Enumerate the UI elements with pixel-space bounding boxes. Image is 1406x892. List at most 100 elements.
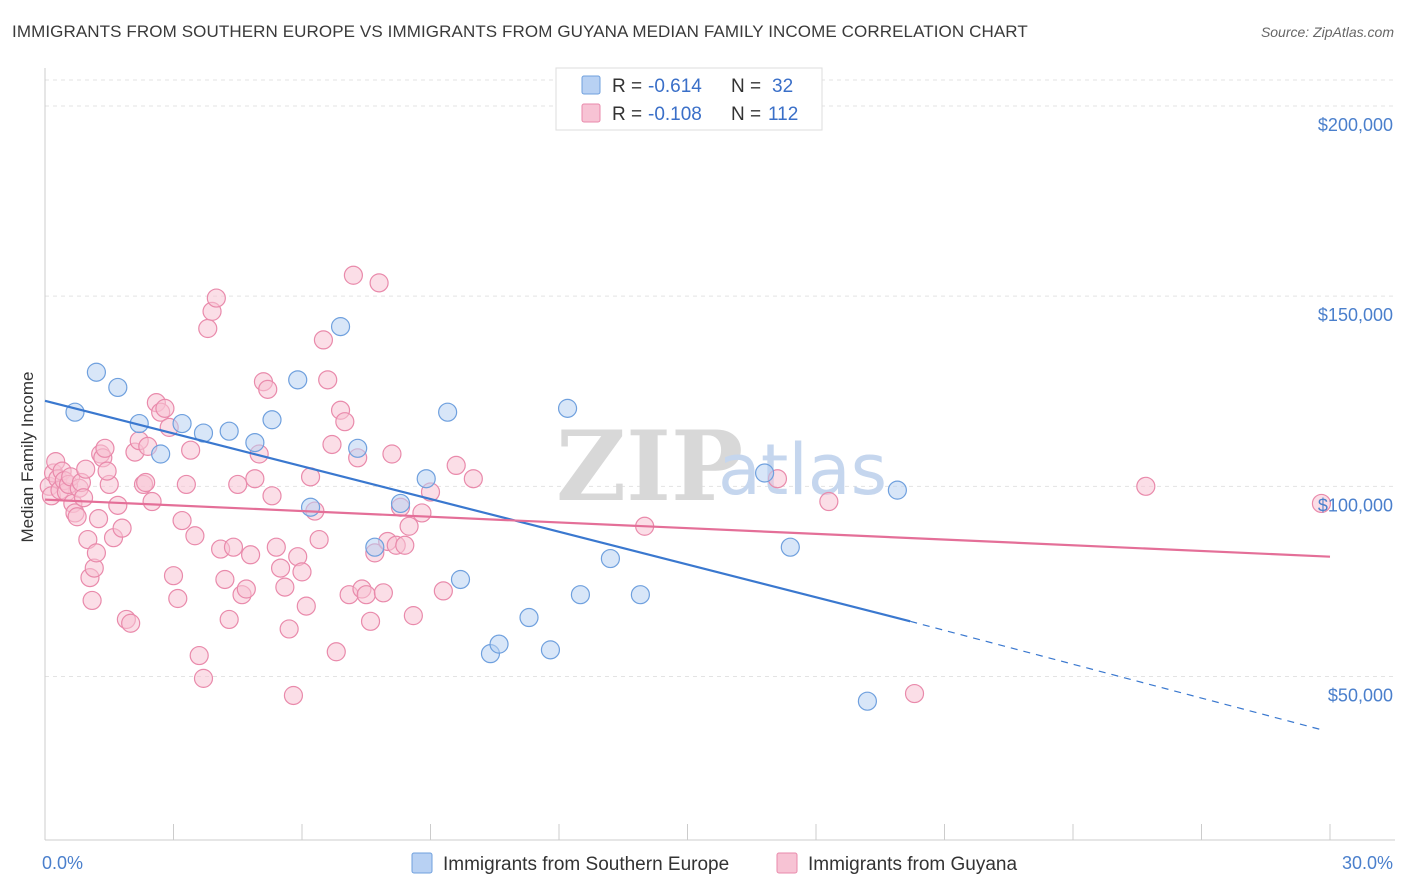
trend-line-southern-europe-extension	[910, 620, 1322, 731]
bottom-legend-swatch-pink	[776, 852, 798, 874]
point-guyana-72	[292, 562, 312, 582]
point-southern-europe-2	[108, 377, 128, 398]
point-guyana-26	[95, 438, 115, 458]
point-guyana-60	[241, 545, 261, 565]
point-guyana-30	[112, 518, 132, 538]
point-southern-europe-17	[438, 402, 458, 422]
point-guyana-52	[206, 288, 226, 308]
point-guyana-87	[356, 585, 376, 605]
point-guyana-82	[335, 412, 355, 432]
point-guyana-54	[215, 569, 235, 590]
point-guyana-79	[322, 434, 342, 455]
point-guyana-96	[395, 535, 415, 555]
point-guyana-29	[108, 495, 128, 515]
point-guyana-111	[136, 472, 156, 493]
point-guyana-103	[463, 469, 483, 489]
point-guyana-56	[223, 537, 244, 557]
point-guyana-97	[399, 516, 419, 536]
point-southern-europe-22	[540, 640, 561, 660]
y-tick-label-1: $100,000	[1318, 495, 1393, 515]
point-southern-europe-24	[570, 585, 591, 605]
point-southern-europe-30	[887, 480, 907, 500]
point-southern-europe-28	[780, 537, 800, 557]
axes	[44, 68, 1395, 841]
point-guyana-67	[270, 558, 291, 578]
point-guyana-42	[163, 566, 184, 586]
point-guyana-13	[67, 507, 87, 527]
point-guyana-93	[382, 444, 402, 464]
point-guyana-20	[82, 590, 102, 611]
point-southern-europe-10	[288, 370, 308, 390]
point-guyana-37	[142, 491, 162, 512]
y-tick-labels: $50,000 $100,000 $150,000 $200,000	[1318, 115, 1393, 705]
trend-line-southern-europe	[44, 399, 911, 623]
legend-n-label-2: N =	[731, 104, 761, 125]
x-tick-max: 30.0%	[1342, 853, 1393, 873]
point-guyana-77	[313, 330, 334, 350]
chart-title: IMMIGRANTS FROM SOUTHERN EUROPE VS IMMIG…	[12, 22, 1028, 41]
point-guyana-22	[86, 543, 107, 563]
point-guyana-101	[433, 581, 453, 601]
point-guyana-68	[275, 577, 295, 597]
legend-n-value-1: 32	[772, 76, 793, 97]
point-southern-europe-4	[151, 444, 171, 464]
legend-r-value-2: -0.108	[648, 104, 702, 125]
point-guyana-55	[219, 609, 239, 630]
point-guyana-64	[258, 379, 278, 399]
bottom-legend-label-1: Immigrants from Southern Europe	[443, 854, 729, 875]
point-guyana-69	[279, 619, 299, 639]
point-guyana-23	[88, 509, 109, 529]
point-guyana-70	[283, 685, 304, 706]
point-southern-europe-29	[857, 691, 878, 711]
point-guyana-98	[403, 606, 423, 626]
legend-r-label-2: R =	[612, 104, 642, 125]
series-legend: Immigrants from Southern Europe Immigran…	[411, 852, 1017, 875]
point-guyana-59	[236, 579, 256, 599]
point-guyana-73	[296, 596, 316, 616]
point-guyana-110	[97, 461, 117, 481]
point-guyana-76	[309, 529, 329, 550]
point-guyana-46	[181, 440, 201, 460]
point-guyana-45	[176, 474, 196, 495]
point-guyana-65	[262, 486, 282, 506]
point-guyana-99	[412, 503, 432, 523]
point-southern-europe-26	[630, 585, 650, 605]
point-southern-europe-1	[86, 362, 107, 382]
legend-r-label-1: R =	[612, 76, 642, 97]
y-tick-label-3: $200,000	[1318, 115, 1393, 135]
x-tick-min: 0.0%	[42, 853, 83, 873]
point-guyana-61	[245, 469, 265, 489]
watermark-atlas: atlas	[718, 429, 887, 511]
point-southern-europe-18	[450, 569, 471, 590]
point-southern-europe-9	[262, 410, 282, 430]
point-southern-europe-20	[489, 634, 509, 654]
bottom-legend-swatch-blue	[411, 852, 433, 874]
point-guyana-48	[189, 645, 209, 666]
point-guyana-80	[326, 642, 346, 662]
legend-swatch-blue	[581, 75, 601, 95]
point-southern-europe-8	[245, 432, 265, 453]
point-southern-europe-21	[519, 607, 539, 628]
point-guyana-43	[168, 588, 188, 609]
watermark-zip: ZIP	[556, 410, 743, 523]
legend-n-value-2: 112	[768, 104, 798, 125]
point-guyana-40	[155, 398, 175, 418]
point-guyana-32	[121, 613, 141, 633]
trend-lines	[44, 399, 1331, 731]
point-southern-europe-15	[390, 493, 411, 514]
trend-line-guyana	[44, 498, 1331, 558]
point-southern-europe-23	[557, 398, 578, 418]
point-southern-europe-27	[754, 463, 775, 483]
point-guyana-108	[1136, 476, 1156, 496]
legend-swatch-pink	[581, 103, 601, 123]
watermark: ZIP atlas	[556, 410, 887, 523]
point-southern-europe-25	[600, 548, 621, 569]
y-axis-title: Median Family Income	[18, 371, 37, 542]
point-guyana-57	[228, 474, 248, 495]
point-southern-europe-12	[330, 317, 351, 337]
source-label: Source: ZipAtlas.com	[1260, 24, 1394, 40]
point-guyana-107	[904, 683, 925, 704]
point-southern-europe-16	[416, 469, 436, 489]
point-guyana-91	[373, 583, 393, 603]
